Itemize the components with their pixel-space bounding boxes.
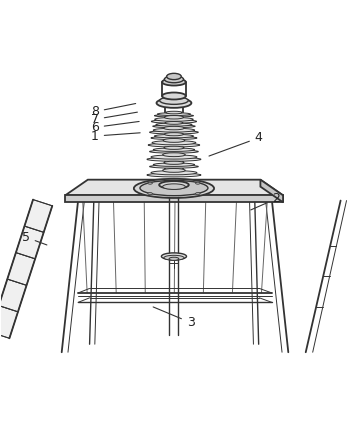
Ellipse shape: [153, 128, 195, 132]
Ellipse shape: [151, 155, 197, 159]
Ellipse shape: [156, 98, 191, 108]
Ellipse shape: [153, 148, 195, 152]
Ellipse shape: [147, 157, 201, 161]
Text: 3: 3: [153, 307, 195, 329]
Ellipse shape: [162, 78, 186, 85]
Text: 6: 6: [91, 121, 139, 134]
Ellipse shape: [151, 136, 197, 140]
Ellipse shape: [162, 93, 186, 100]
Polygon shape: [65, 180, 283, 195]
Ellipse shape: [154, 114, 194, 117]
Ellipse shape: [154, 134, 194, 138]
Ellipse shape: [149, 150, 198, 153]
Ellipse shape: [163, 126, 184, 130]
Ellipse shape: [167, 74, 181, 80]
Ellipse shape: [164, 116, 183, 119]
Ellipse shape: [149, 131, 198, 134]
Polygon shape: [65, 195, 283, 202]
Ellipse shape: [163, 153, 185, 157]
Ellipse shape: [149, 165, 198, 168]
Ellipse shape: [151, 120, 197, 123]
Ellipse shape: [160, 97, 188, 105]
Ellipse shape: [163, 184, 185, 190]
Ellipse shape: [164, 76, 183, 83]
Ellipse shape: [151, 171, 197, 175]
Polygon shape: [0, 279, 27, 312]
Ellipse shape: [166, 111, 182, 114]
Ellipse shape: [152, 140, 196, 145]
Ellipse shape: [148, 143, 200, 147]
Ellipse shape: [164, 255, 184, 260]
Ellipse shape: [164, 146, 184, 149]
Text: 1: 1: [91, 130, 140, 143]
Ellipse shape: [148, 182, 152, 184]
Ellipse shape: [158, 113, 190, 116]
Text: 2: 2: [251, 192, 280, 210]
Ellipse shape: [147, 173, 201, 177]
Text: 8: 8: [91, 104, 136, 118]
Ellipse shape: [164, 161, 184, 164]
Ellipse shape: [196, 182, 200, 184]
Text: 4: 4: [209, 131, 262, 156]
Text: 7: 7: [91, 112, 138, 126]
Polygon shape: [0, 306, 18, 338]
Ellipse shape: [148, 193, 152, 194]
Polygon shape: [260, 180, 283, 202]
Ellipse shape: [165, 121, 183, 124]
Ellipse shape: [164, 132, 183, 136]
Ellipse shape: [156, 123, 192, 126]
Ellipse shape: [163, 168, 185, 172]
Ellipse shape: [155, 117, 193, 121]
Ellipse shape: [161, 253, 187, 260]
Ellipse shape: [196, 193, 200, 194]
Ellipse shape: [153, 125, 195, 128]
Polygon shape: [7, 253, 35, 285]
Polygon shape: [25, 200, 52, 232]
Ellipse shape: [169, 257, 179, 260]
Polygon shape: [16, 226, 44, 259]
Ellipse shape: [163, 139, 185, 142]
Ellipse shape: [140, 180, 208, 196]
Ellipse shape: [153, 163, 195, 167]
Ellipse shape: [159, 181, 189, 189]
Text: 5: 5: [22, 231, 47, 245]
Ellipse shape: [134, 179, 214, 198]
